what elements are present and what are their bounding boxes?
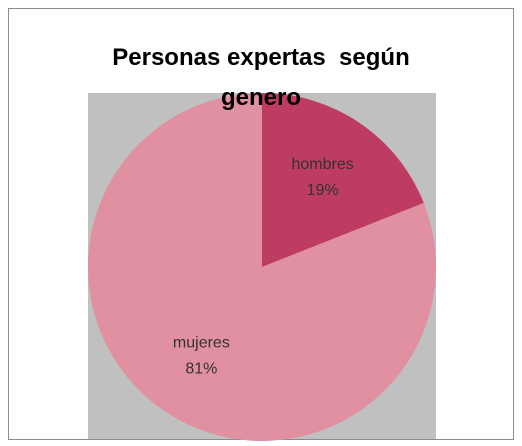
pie-slice (262, 93, 424, 267)
slice-value-label: 19% (307, 182, 339, 199)
slice-label: hombres (292, 156, 354, 173)
slice-label: mujeres (173, 334, 230, 351)
chart-title: Personas expertas según genero (112, 44, 417, 111)
slice-value-label: 81% (185, 360, 217, 377)
pie-slice (87, 93, 436, 441)
